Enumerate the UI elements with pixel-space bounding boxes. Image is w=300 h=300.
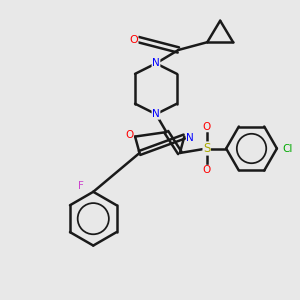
Text: O: O — [129, 34, 138, 44]
Text: Cl: Cl — [282, 143, 292, 154]
Text: O: O — [202, 122, 211, 132]
Text: O: O — [125, 130, 133, 140]
Text: N: N — [186, 133, 194, 143]
Text: O: O — [202, 165, 211, 175]
Text: F: F — [78, 181, 84, 191]
Text: S: S — [203, 142, 210, 155]
Text: N: N — [152, 58, 160, 68]
Text: N: N — [152, 109, 160, 119]
